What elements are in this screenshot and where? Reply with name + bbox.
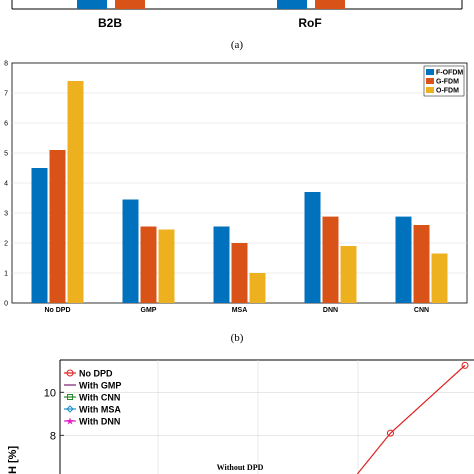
panel-b-y-tick-label: 7 <box>4 91 8 98</box>
panel-c-legend-label: No DPD <box>79 369 113 379</box>
panel-b-y-tick-label: 8 <box>4 61 8 68</box>
panel-c-legend-label: With DNN <box>79 417 120 427</box>
diamond-marker-icon <box>66 405 74 413</box>
panel-b-bar-f-ofdm <box>31 168 48 303</box>
panel-b-y-tick-label: 4 <box>4 181 8 188</box>
panel-b-bar-o-fdm <box>340 246 357 303</box>
panel-b-legend-swatch <box>426 78 434 84</box>
panel-b-y-tick-label: 0 <box>4 301 8 308</box>
panel-a-bar <box>77 0 107 9</box>
panel-b-y-tick-label: 6 <box>4 121 8 128</box>
panel-b-bar-g-fdm <box>413 225 430 303</box>
panel-b-legend-label: O-FDM <box>436 88 459 95</box>
panel-a-bar-chart: B2B RoF (a) <box>11 0 463 51</box>
panel-c-legend-label: With GMP <box>79 381 121 391</box>
panel-b-y-tick-label: 2 <box>4 241 8 248</box>
panel-b-bar-chart: 0 1 2 3 4 5 6 7 8 No DPD GMP MSA DNN CNN F-OFDM G-FDM… <box>4 61 468 344</box>
panel-c-annotation: Without DPD <box>217 463 264 472</box>
panel-c-line-chart: 8 10 No DPD With GMP With CNN With MSA ★ With … <box>7 359 474 474</box>
panel-c-y-tick-label: 10 <box>44 387 56 399</box>
panel-a-category-rof: RoF <box>298 16 321 30</box>
panel-a-category-b2b: B2B <box>98 16 122 30</box>
panel-c-legend-label: With MSA <box>79 405 121 415</box>
panel-b-bar-o-fdm <box>249 273 266 303</box>
panel-b-bar-o-fdm <box>158 229 175 303</box>
panel-b-bar-g-fdm <box>231 243 248 303</box>
panel-b-category-label: MSA <box>232 307 248 314</box>
panel-b-category-label: No DPD <box>44 307 70 314</box>
panel-b-y-tick-label: 5 <box>4 151 8 158</box>
panel-a-bar <box>277 0 307 9</box>
panel-b-legend-swatch <box>426 69 434 75</box>
panel-b-category-label: CNN <box>414 307 429 314</box>
panel-b-bar-f-ofdm <box>122 199 139 303</box>
panel-c-y-tick-label: 8 <box>50 430 56 442</box>
panel-c-y-label: H [%] <box>7 446 19 474</box>
panel-b-bar-g-fdm <box>49 150 66 303</box>
square-marker-icon <box>67 394 73 400</box>
panel-b-legend-label: F-OFDM <box>436 70 463 77</box>
panel-c-series-line <box>356 364 466 474</box>
panel-c-marker <box>461 361 469 369</box>
panel-b-bar-f-ofdm <box>304 192 321 303</box>
panel-c-legend: No DPD With GMP With CNN With MSA ★ With DNN <box>64 369 121 428</box>
star-marker-icon: ★ <box>66 417 75 428</box>
panel-b-bar-o-fdm <box>67 81 84 303</box>
panel-b-legend: F-OFDM G-FDM O-FDM <box>423 65 465 97</box>
panel-c-marker <box>386 429 394 437</box>
panel-a-caption: (a) <box>231 39 244 51</box>
panel-b-bar-g-fdm <box>140 226 157 303</box>
panel-b-bar-o-fdm <box>431 253 448 303</box>
panel-b-legend-label: G-FDM <box>436 79 459 86</box>
panel-a-bar <box>315 0 345 9</box>
circle-marker-icon <box>66 369 74 377</box>
panel-b-bar-g-fdm <box>322 216 339 303</box>
panel-b-y-tick-label: 3 <box>4 211 8 218</box>
panel-b-category-label: GMP <box>141 307 157 314</box>
panel-b-legend-swatch <box>426 87 434 93</box>
panel-b-bar-f-ofdm <box>213 226 230 303</box>
panel-b-y-tick-label: 1 <box>4 271 8 278</box>
panel-c-legend-label: With CNN <box>79 393 120 403</box>
panel-b-bar-f-ofdm <box>395 216 412 303</box>
panel-a-bar <box>115 0 145 9</box>
panel-b-caption: (b) <box>231 332 244 344</box>
panel-b-category-label: DNN <box>323 307 338 314</box>
